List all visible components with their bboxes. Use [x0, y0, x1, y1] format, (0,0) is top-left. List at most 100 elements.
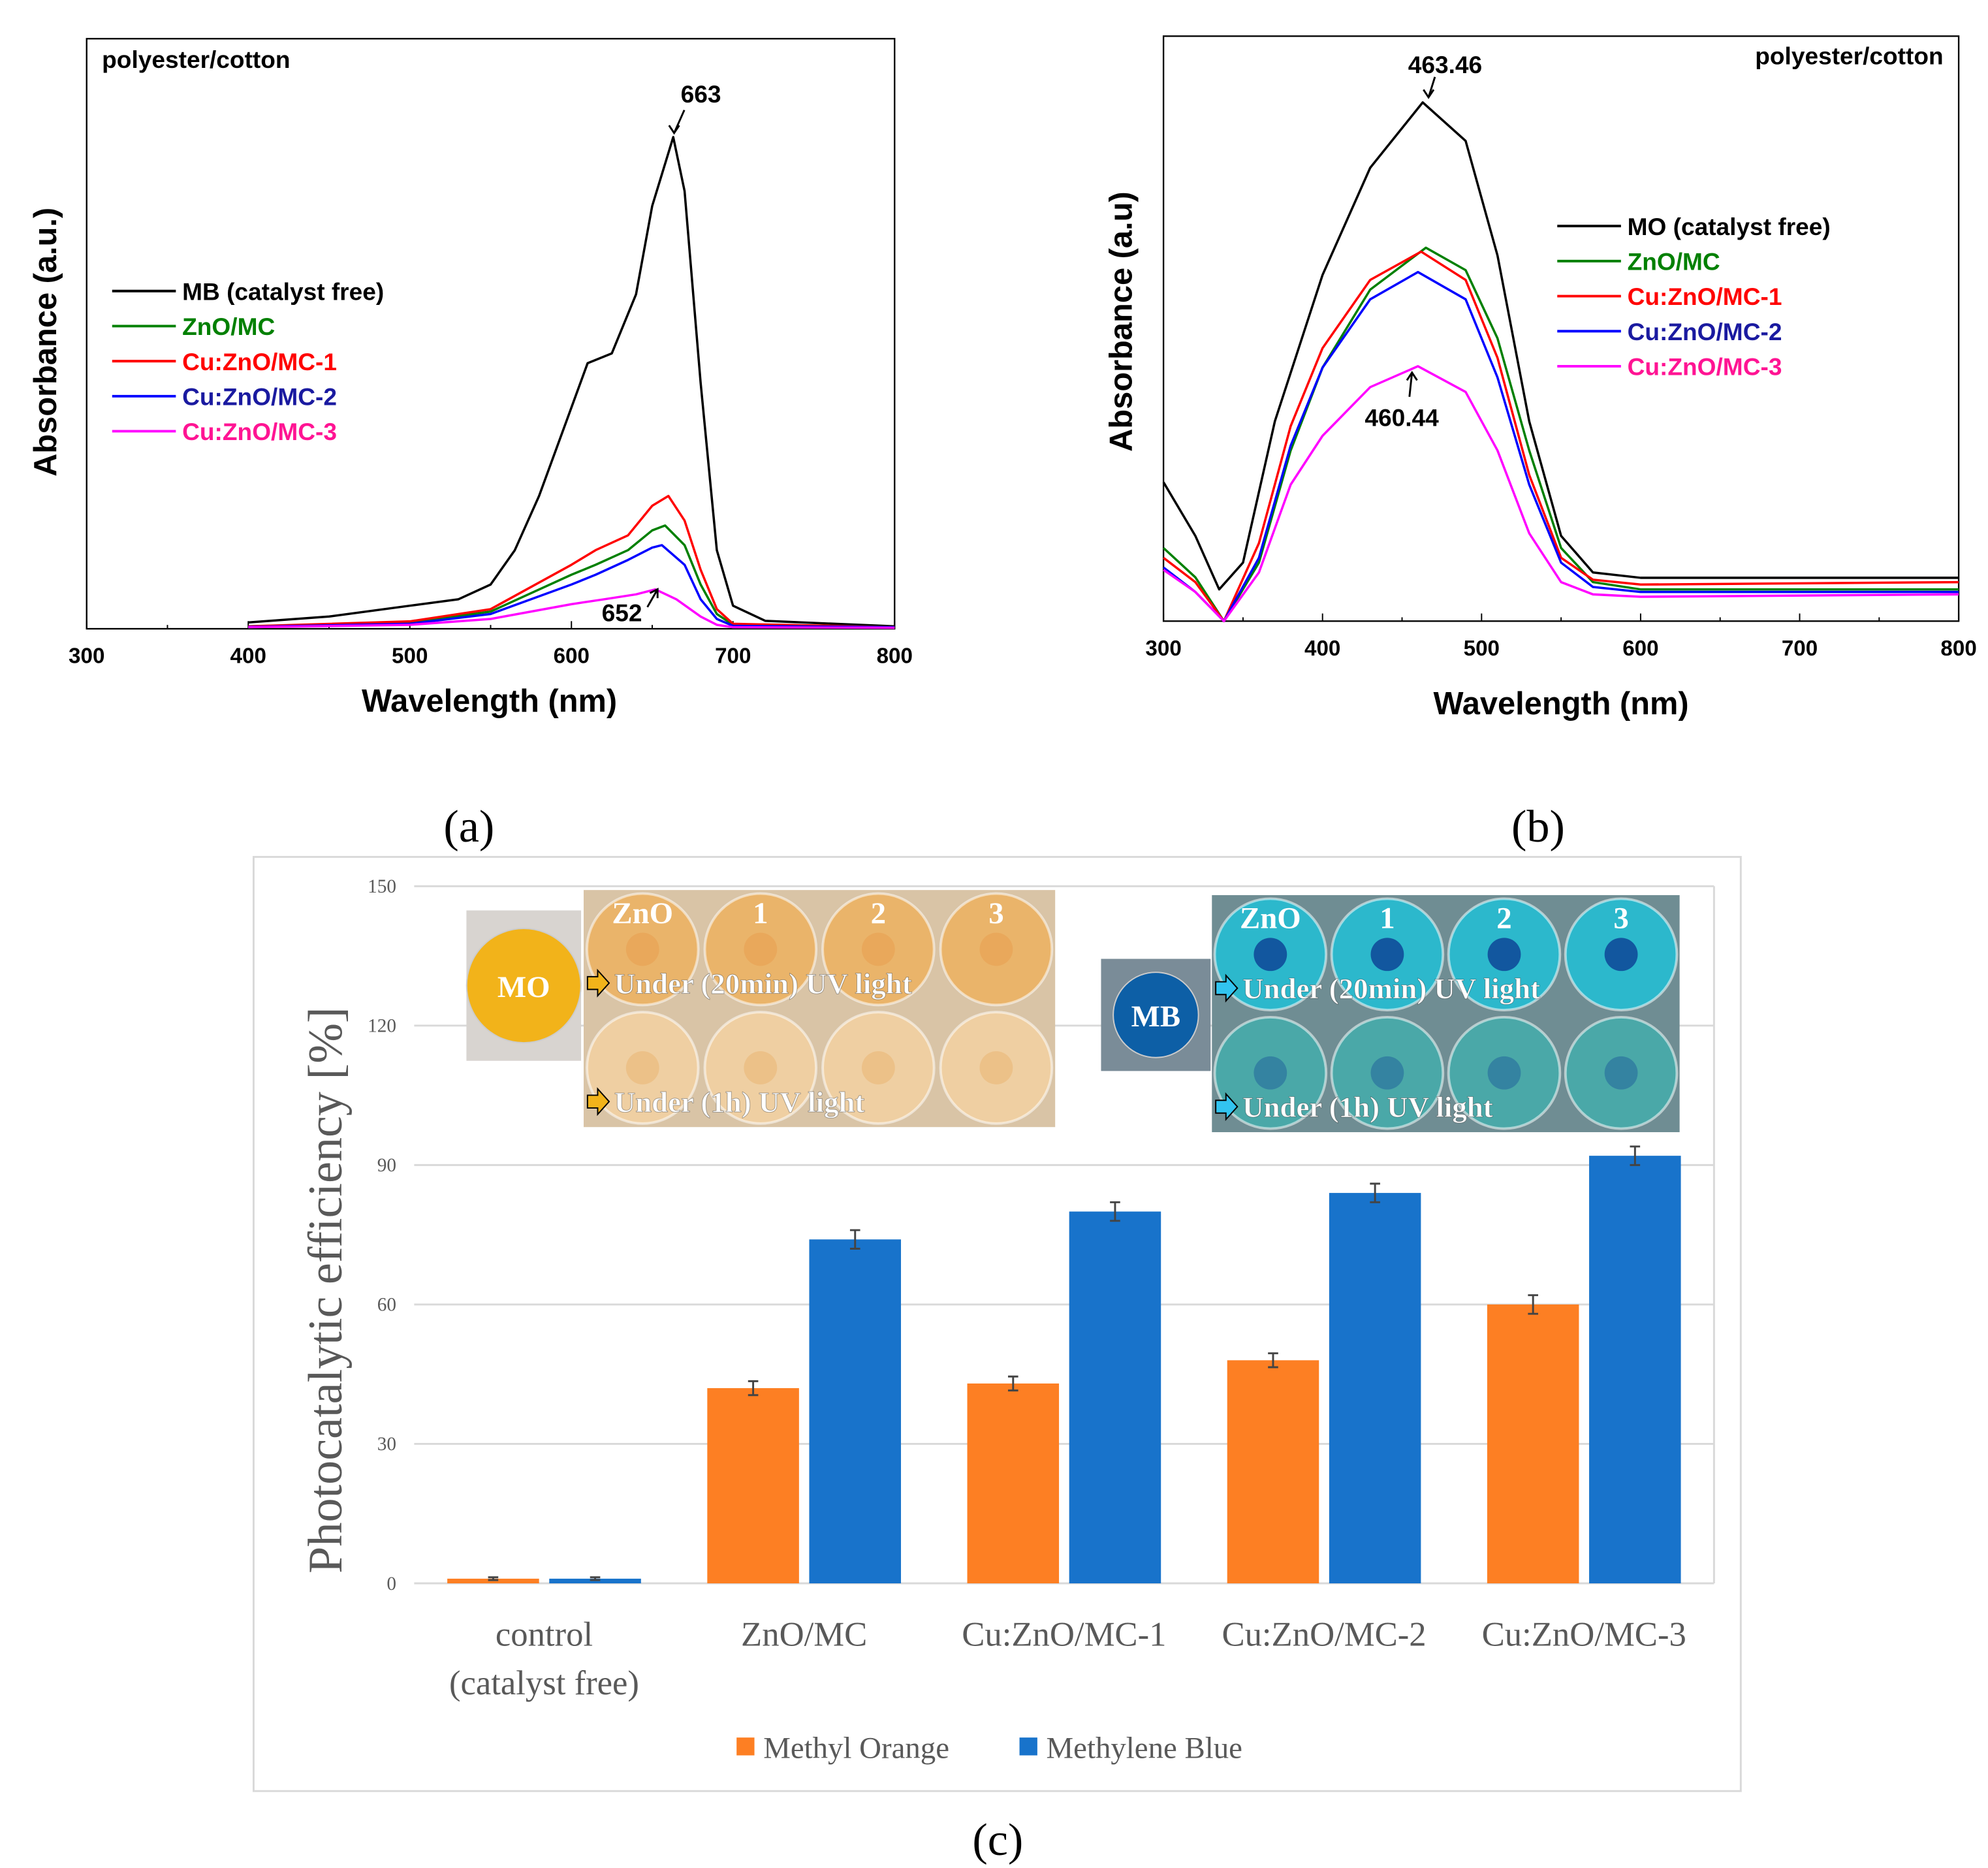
x-tick-label: 300 — [1145, 637, 1181, 661]
category-label: Cu:ZnO/MC-1 — [962, 1616, 1166, 1654]
legend-swatch — [1019, 1737, 1037, 1756]
legend-label: ZnO/MC — [182, 313, 275, 340]
peak-label-463: 463.46 — [1408, 51, 1482, 78]
y-tick-label: 60 — [377, 1295, 396, 1316]
x-tick-label: 800 — [877, 644, 913, 669]
arrow-right-icon — [586, 1087, 610, 1116]
peak-label-460: 460.44 — [1365, 404, 1439, 432]
x-tick-label: 800 — [1940, 637, 1976, 661]
category-label: Cu:ZnO/MC-3 — [1482, 1616, 1686, 1654]
series-line-cu-zno-mc-3 — [1163, 365, 1959, 623]
category-label: Cu:ZnO/MC-2 — [1222, 1616, 1426, 1654]
y-axis-label-c: Photocatalytic efficiency [%] — [299, 1007, 353, 1574]
error-bar — [1370, 1182, 1380, 1203]
petri-dish — [1330, 1015, 1445, 1130]
error-bar — [1110, 1201, 1120, 1222]
arrow-right-icon — [586, 968, 610, 998]
series-line-mo-catalyst-free- — [1162, 101, 1959, 591]
series-line-mb-catalyst-free- — [248, 136, 895, 628]
photo-inset-mb: MB ZnO 1 2 3 Under (20min) UV light Under (1h)… — [1101, 894, 1680, 1133]
dish-label: 3 — [1613, 902, 1628, 936]
arrow-icon — [1423, 76, 1436, 99]
fabric-sample — [979, 1051, 1013, 1084]
y-tick-label: 120 — [368, 1016, 396, 1037]
dye-dish — [1112, 972, 1199, 1058]
error-bar — [1630, 1145, 1641, 1166]
error-bar — [748, 1380, 759, 1397]
category-label: (catalyst free) — [449, 1664, 639, 1702]
y-tick-label: 0 — [387, 1574, 396, 1594]
panel-a: polyester/cotton Wavelength (nm) Absorba… — [28, 38, 913, 852]
y-tick-label: 30 — [377, 1434, 396, 1455]
error-bar — [590, 1576, 601, 1581]
x-tick-label: 600 — [554, 644, 590, 669]
error-bar — [849, 1229, 860, 1250]
series-line-zno-mc — [248, 524, 895, 629]
error-bar — [1007, 1375, 1018, 1392]
y-tick-label: 90 — [377, 1155, 396, 1176]
series-line-cu-zno-mc-1 — [1163, 250, 1959, 623]
fabric-sample — [1370, 938, 1404, 972]
uv-row-label: Under (1h) UV light — [1242, 1091, 1493, 1124]
y-axis-label-a: Absorbance (a.u.) — [28, 208, 63, 477]
fabric-sample — [861, 932, 895, 966]
x-axis-label-b: Wavelength (nm) — [1434, 686, 1689, 721]
x-tick-label: 700 — [715, 644, 751, 669]
dish-label: 2 — [871, 896, 886, 930]
fabric-sample — [744, 932, 778, 966]
legend-label: ZnO/MC — [1628, 248, 1720, 276]
error-bar — [1528, 1294, 1538, 1315]
fabric-sample — [1604, 938, 1638, 972]
x-tick-label: 500 — [392, 644, 428, 669]
fabric-sample — [744, 1051, 778, 1084]
series-line-cu-zno-mc-2 — [248, 544, 895, 629]
fabric-sample — [1254, 938, 1287, 972]
category-label: ZnO/MC — [741, 1616, 867, 1654]
y-axis-label-b: Absorbance (a.u) — [1103, 191, 1139, 451]
peak-label-652: 652 — [602, 599, 642, 626]
bar-methyl-orange — [967, 1383, 1060, 1584]
legend-label: Cu:ZnO/MC-3 — [182, 418, 337, 445]
uv-row-label: Under (20min) UV light — [614, 967, 912, 1000]
series-line-cu-zno-mc-2 — [1163, 270, 1959, 623]
x-tick-label: 400 — [1304, 637, 1340, 661]
legend-label: MO (catalyst free) — [1628, 213, 1831, 240]
legend-label: Cu:ZnO/MC-2 — [1628, 318, 1782, 345]
bar-methyl-orange — [707, 1388, 799, 1584]
uv-row-label: Under (20min) UV light — [1242, 972, 1540, 1005]
category-label: control — [496, 1616, 593, 1654]
legend-swatch — [736, 1737, 755, 1756]
panel-label-b: (b) — [1511, 801, 1565, 852]
petri-dish — [821, 1011, 936, 1125]
dish-label: 1 — [1380, 902, 1395, 936]
fabric-sample — [979, 932, 1013, 966]
peak-label-663: 663 — [681, 80, 721, 108]
x-tick-label: 400 — [230, 644, 266, 669]
legend-label: Methylene Blue — [1047, 1731, 1242, 1765]
error-bar — [1268, 1352, 1278, 1369]
bar-methylene-blue — [1069, 1211, 1161, 1584]
bar-methylene-blue — [809, 1239, 902, 1584]
y-tick-label: 150 — [368, 876, 396, 897]
uv-row-label: Under (1h) UV light — [614, 1086, 865, 1118]
legend-label: Cu:ZnO/MC-2 — [182, 383, 337, 410]
bar-methyl-orange — [1227, 1360, 1319, 1584]
x-axis-label-a: Wavelength (nm) — [362, 684, 617, 719]
petri-dish — [1213, 1015, 1328, 1130]
bar-methylene-blue — [1329, 1193, 1421, 1584]
legend-label: Cu:ZnO/MC-1 — [1628, 283, 1782, 310]
arrow-right-icon — [1215, 974, 1239, 1003]
dye-label: MO — [497, 970, 550, 1004]
panel-c: Photocatalytic efficiency [%] (c) 0 30 60 9… — [252, 855, 1742, 1865]
photo-inset-mo: MO ZnO 1 2 3 Under (20min) UV light Under (1h)… — [465, 890, 1056, 1128]
panel-b: polyester/cotton Wavelength (nm) Absorba… — [1103, 35, 1977, 852]
dish-label: 2 — [1496, 902, 1511, 936]
bar-methyl-orange — [1487, 1304, 1579, 1584]
arrow-icon — [646, 588, 659, 608]
annotation-a: polyester/cotton — [102, 46, 290, 73]
error-bar — [488, 1576, 499, 1581]
dish-label: ZnO — [1240, 902, 1301, 936]
dish-label: ZnO — [612, 896, 673, 930]
dish-label: 3 — [988, 896, 1003, 930]
